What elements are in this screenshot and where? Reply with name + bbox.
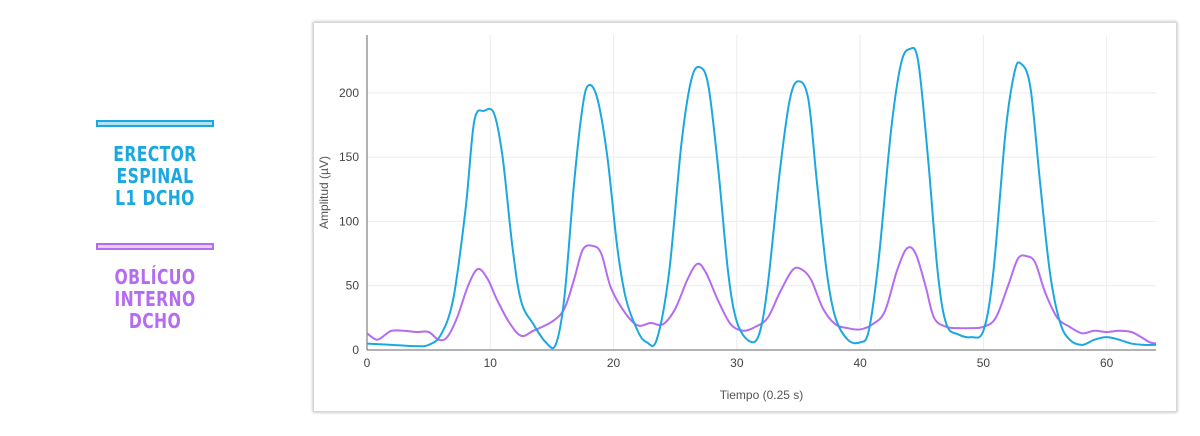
x-tick-label: 60 — [1100, 356, 1114, 370]
x-axis-title: Tiempo (0.25 s) — [720, 388, 804, 402]
legend-label-erector: ERECTOR ESPINAL L1 DCHO — [113, 142, 197, 210]
y-tick-label: 200 — [339, 86, 359, 100]
y-tick-label: 0 — [352, 343, 359, 357]
chart-legend: ERECTOR ESPINAL L1 DCHO OBLÍCUO INTERNO … — [60, 120, 250, 366]
y-axis-title: Amplitud (µV) — [317, 156, 331, 229]
x-tick-label: 10 — [484, 356, 498, 370]
y-tick-label: 50 — [346, 279, 360, 293]
legend-label-obliquo: OBLÍCUO INTERNO DCHO — [114, 265, 196, 333]
series-line-erector-espinal — [366, 46, 1157, 350]
grid-lines — [366, 35, 1156, 351]
x-tick-label: 40 — [853, 356, 867, 370]
tick-labels: 0 10 20 30 40 50 60 0 50 100 150 200 — [339, 86, 1114, 370]
line-chart: 0 10 20 30 40 50 60 0 50 100 150 200 Tiempo (0.25 s… — [317, 35, 1157, 402]
x-tick-label: 20 — [607, 356, 621, 370]
x-tick-label: 50 — [977, 356, 991, 370]
chart-axes — [366, 35, 1156, 351]
series-lines — [366, 46, 1157, 350]
legend-swatch-obliquo — [96, 243, 214, 250]
chart-card: 0 10 20 30 40 50 60 0 50 100 150 200 Tiempo (0.25 s… — [313, 22, 1177, 412]
x-tick-label: 0 — [364, 356, 371, 370]
y-tick-label: 100 — [339, 214, 359, 228]
x-tick-label: 30 — [730, 356, 744, 370]
legend-item-obliquo: OBLÍCUO INTERNO DCHO — [60, 243, 250, 332]
y-tick-label: 150 — [339, 150, 359, 164]
legend-swatch-erector — [96, 120, 214, 127]
legend-item-erector: ERECTOR ESPINAL L1 DCHO — [60, 120, 250, 209]
